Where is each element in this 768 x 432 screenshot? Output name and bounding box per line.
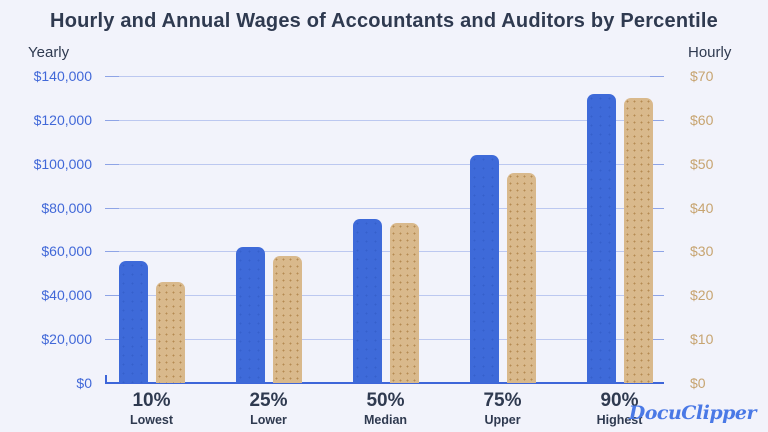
- gridline-edge-tick: [650, 119, 664, 121]
- yearly-tick-label: $60,000: [41, 243, 92, 260]
- hourly-bar-90%: [623, 97, 653, 383]
- x-axis-category-label: 25% Lower: [249, 390, 288, 428]
- yearly-bar-50%: [352, 218, 382, 383]
- x-axis-category-label: 50% Median: [363, 390, 408, 428]
- gridline-edge-tick: [105, 295, 119, 297]
- hourly-tick-label: $50: [690, 155, 714, 172]
- gridline-edge-tick: [105, 163, 119, 165]
- docuclipper-logo: DocuClipper: [628, 402, 757, 424]
- x-axis-category-label: 75% Upper: [483, 390, 522, 428]
- yearly-tick-label: $0: [76, 375, 92, 391]
- gridline-edge-tick: [105, 76, 119, 77]
- yearly-tick-label: $100,000: [33, 155, 92, 172]
- gridline-edge-tick: [650, 339, 664, 341]
- yearly-tick-label: $140,000: [33, 68, 92, 84]
- gridline: [105, 163, 664, 165]
- x-axis-baseline: [105, 382, 664, 384]
- yearly-bar-10%: [118, 261, 148, 383]
- chart-title: Hourly and Annual Wages of Accountants a…: [50, 10, 718, 32]
- gridline: [105, 295, 664, 297]
- yearly-bar-75%: [469, 154, 499, 383]
- yearly-tick-label: $120,000: [33, 111, 92, 128]
- hourly-tick-label: $0: [690, 375, 706, 391]
- gridline: [105, 119, 664, 121]
- hourly-tick-label: $60: [690, 111, 714, 128]
- gridline-edge-tick: [650, 295, 664, 297]
- hourly-tick-label: $10: [690, 331, 714, 348]
- gridline-edge-tick: [105, 119, 119, 121]
- hourly-bar-25%: [272, 255, 302, 383]
- gridline: [105, 207, 664, 209]
- hourly-tick-label: $30: [690, 243, 714, 260]
- gridline: [105, 251, 664, 253]
- category-sublabel: Lowest: [129, 413, 174, 427]
- yearly-bar-25%: [235, 247, 265, 383]
- category-sublabel: Median: [363, 413, 408, 427]
- x-axis-category-label: 90% Highest: [596, 390, 643, 428]
- yearly-bar-90%: [586, 93, 616, 383]
- hourly-bar-50%: [389, 222, 419, 383]
- category-sublabel: Lower: [250, 413, 287, 427]
- gridline: [105, 76, 664, 77]
- gridline-edge-tick: [650, 163, 664, 165]
- axis-corner-tick: [105, 375, 107, 383]
- hourly-tick-label: $40: [690, 199, 714, 216]
- category-percent-label: 50%: [366, 390, 405, 411]
- category-percent-label: 90%: [600, 390, 639, 411]
- hourly-bar-75%: [506, 172, 536, 383]
- x-axis-category-label: 10% Lowest: [129, 390, 174, 428]
- hourly-tick-label: $70: [690, 68, 714, 84]
- hourly-tick-label: $20: [690, 287, 714, 304]
- category-percent-label: 75%: [483, 390, 522, 411]
- category-percent-label: 25%: [249, 390, 288, 411]
- yearly-tick-label: $40,000: [41, 287, 92, 304]
- category-sublabel: Upper: [484, 413, 521, 427]
- gridline-edge-tick: [105, 207, 119, 209]
- yearly-tick-label: $20,000: [41, 331, 92, 348]
- left-axis-caption: Yearly: [28, 44, 70, 61]
- gridline-edge-tick: [650, 251, 664, 253]
- gridline: [105, 339, 664, 341]
- hourly-bar-10%: [155, 282, 185, 383]
- yearly-tick-label: $80,000: [41, 199, 92, 216]
- gridline-edge-tick: [105, 339, 119, 341]
- gridline-edge-tick: [650, 76, 664, 77]
- category-percent-label: 10%: [132, 390, 171, 411]
- gridline-edge-tick: [650, 207, 664, 209]
- right-axis-caption: Hourly: [688, 44, 732, 61]
- category-sublabel: Highest: [596, 413, 643, 427]
- gridline-edge-tick: [105, 251, 119, 253]
- plot-area: [105, 76, 664, 384]
